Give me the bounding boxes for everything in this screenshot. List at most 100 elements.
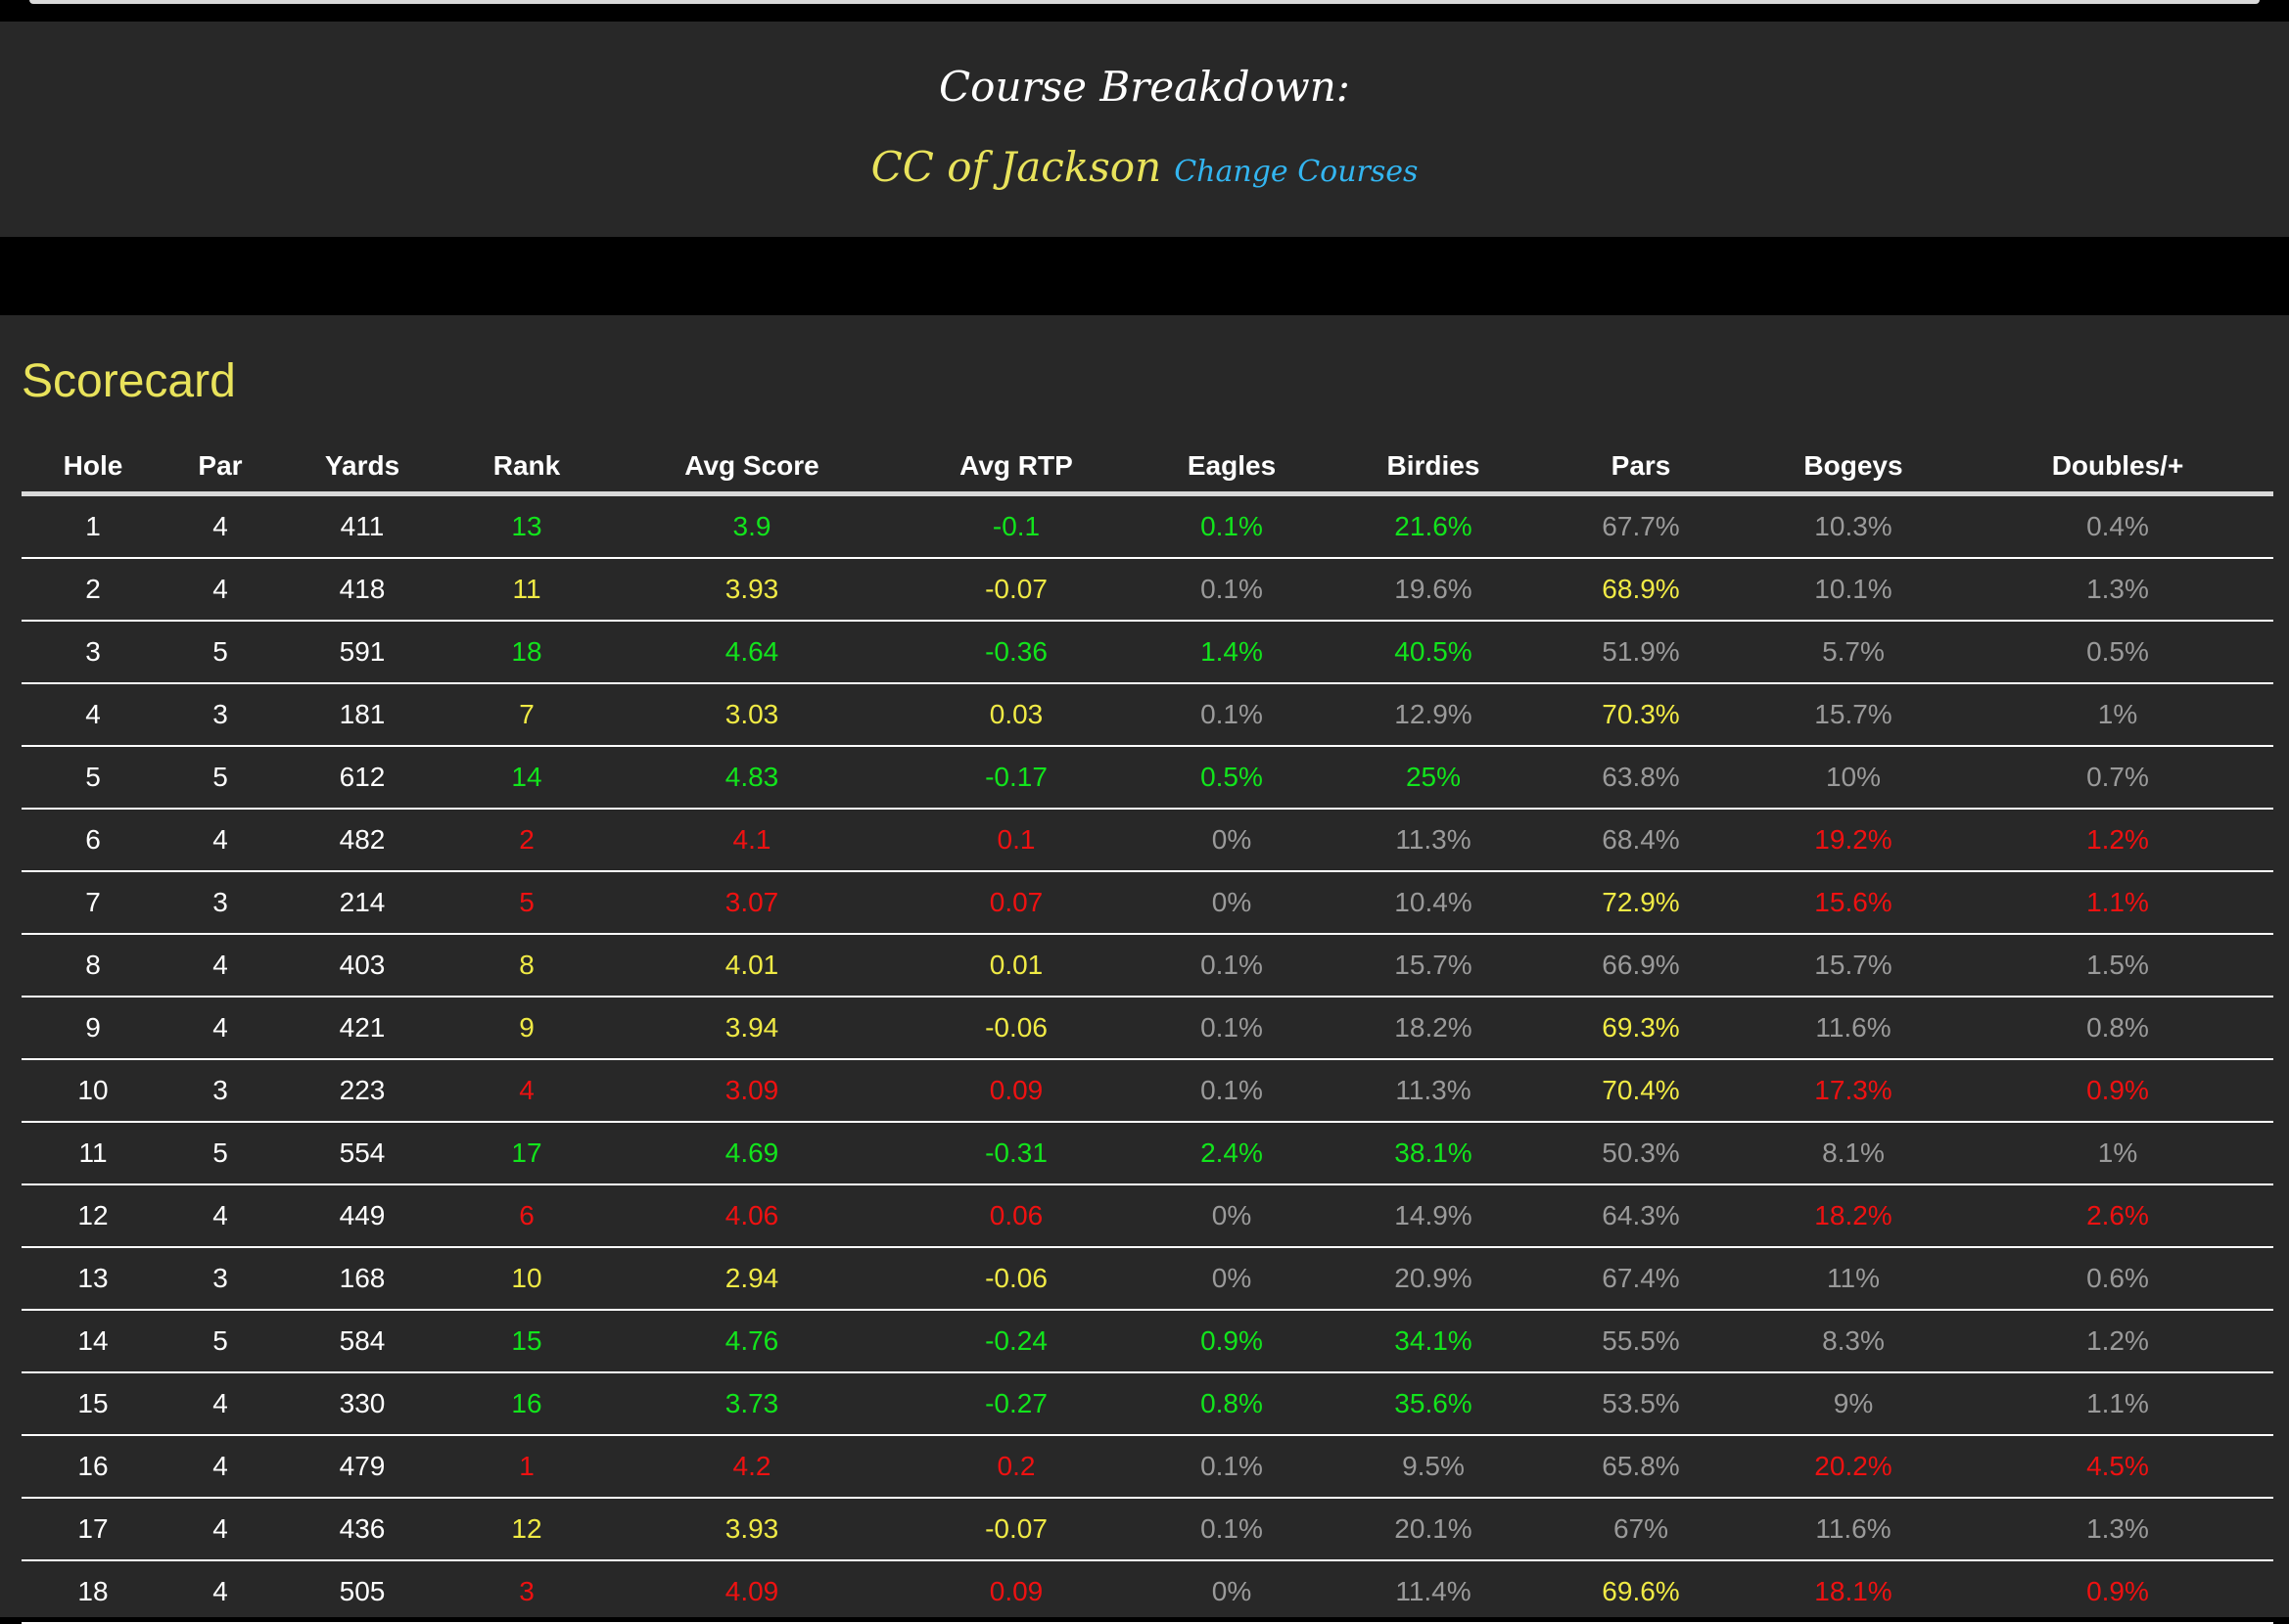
table-cell: 0.1 <box>899 809 1134 872</box>
table-cell: 0.1% <box>1134 997 1330 1060</box>
table-cell: 4 <box>164 1372 276 1436</box>
table-cell: 403 <box>276 934 448 998</box>
table-cell: 19.6% <box>1330 558 1537 622</box>
table-cell: 4 <box>164 558 276 622</box>
table-cell: 4 <box>164 997 276 1060</box>
table-cell: 4.83 <box>605 746 899 810</box>
table-cell: 612 <box>276 746 448 810</box>
table-cell: 3.73 <box>605 1372 899 1436</box>
table-cell: 16 <box>22 1435 164 1499</box>
table-body: 1 4 411 13 3.9 -0.1 0.1% 21.6% 67.7% 10.3% 0.4% 2 4 4… <box>22 493 2273 1624</box>
table-cell: 0.1% <box>1134 493 1330 559</box>
table-cell: 14.9% <box>1330 1184 1537 1248</box>
table-cell: 11.6% <box>1745 997 1962 1060</box>
table-cell: 2 <box>448 809 605 872</box>
table-header-row: Hole Par Yards Rank Avg Score Avg RTP Eagles Bi… <box>22 441 2273 496</box>
table-row: 14 5 584 15 4.76 -0.24 0.9% 34.1% 55.5% 8.3% 1.2% <box>22 1310 2273 1373</box>
table-cell: 4.76 <box>605 1310 899 1373</box>
table-row: 3 5 591 18 4.64 -0.36 1.4% 40.5% 51.9% 5.7% 0.5% <box>22 621 2273 684</box>
scorecard-table: Hole Par Yards Rank Avg Score Avg RTP Eagles Bi… <box>22 441 2273 1624</box>
table-cell: 70.4% <box>1537 1059 1745 1123</box>
table-cell: 0.1% <box>1134 558 1330 622</box>
table-cell: 449 <box>276 1184 448 1248</box>
table-cell: 11 <box>22 1122 164 1185</box>
table-cell: 4 <box>164 493 276 559</box>
table-cell: 20.1% <box>1330 1498 1537 1561</box>
table-cell: 6 <box>22 809 164 872</box>
table-row: 2 4 418 11 3.93 -0.07 0.1% 19.6% 68.9% 10.1% 1.3% <box>22 558 2273 622</box>
table-row: 16 4 479 1 4.2 0.2 0.1% 9.5% 65.8% 20.2% 4.5% <box>22 1435 2273 1499</box>
table-cell: 55.5% <box>1537 1310 1745 1373</box>
table-cell: 16 <box>448 1372 605 1436</box>
table-row: 4 3 181 7 3.03 0.03 0.1% 12.9% 70.3% 15.7% 1% <box>22 683 2273 747</box>
table-cell: 0.1% <box>1134 683 1330 747</box>
table-cell: 8 <box>22 934 164 998</box>
table-cell: 7 <box>448 683 605 747</box>
table-cell: 10 <box>448 1247 605 1311</box>
table-cell: 20.2% <box>1745 1435 1962 1499</box>
table-cell: 5 <box>164 1310 276 1373</box>
table-cell: 0% <box>1134 1560 1330 1624</box>
table-cell: 5.7% <box>1745 621 1962 684</box>
table-cell: 4 <box>164 1560 276 1624</box>
column-header: Hole <box>22 441 164 496</box>
table-cell: 53.5% <box>1537 1372 1745 1436</box>
table-cell: 70.3% <box>1537 683 1745 747</box>
table-cell: 5 <box>22 746 164 810</box>
table-cell: 67% <box>1537 1498 1745 1561</box>
table-cell: 10.3% <box>1745 493 1962 559</box>
table-cell: 69.6% <box>1537 1560 1745 1624</box>
table-cell: 0% <box>1134 871 1330 935</box>
table-cell: -0.07 <box>899 558 1134 622</box>
table-cell: 0% <box>1134 809 1330 872</box>
table-cell: 12 <box>448 1498 605 1561</box>
table-cell: 2.4% <box>1134 1122 1330 1185</box>
table-cell: 20.9% <box>1330 1247 1537 1311</box>
table-cell: 0.9% <box>1962 1560 2273 1624</box>
table-cell: 0% <box>1134 1184 1330 1248</box>
table-cell: -0.17 <box>899 746 1134 810</box>
course-line: CC of Jackson Change Courses <box>0 143 2289 191</box>
table-cell: 51.9% <box>1537 621 1745 684</box>
table-row: 10 3 223 4 3.09 0.09 0.1% 11.3% 70.4% 17.3% 0.9% <box>22 1059 2273 1123</box>
table-cell: 15 <box>22 1372 164 1436</box>
table-row: 12 4 449 6 4.06 0.06 0% 14.9% 64.3% 18.2% 2.6% <box>22 1184 2273 1248</box>
table-cell: 1.4% <box>1134 621 1330 684</box>
table-cell: 3.93 <box>605 1498 899 1561</box>
table-cell: 4 <box>448 1059 605 1123</box>
table-cell: 40.5% <box>1330 621 1537 684</box>
table-cell: 19.2% <box>1745 809 1962 872</box>
table-cell: 72.9% <box>1537 871 1745 935</box>
table-cell: 1.2% <box>1962 1310 2273 1373</box>
table-cell: 12 <box>22 1184 164 1248</box>
table-cell: 1.1% <box>1962 871 2273 935</box>
table-cell: 214 <box>276 871 448 935</box>
table-cell: -0.31 <box>899 1122 1134 1185</box>
table-cell: -0.1 <box>899 493 1134 559</box>
table-cell: 482 <box>276 809 448 872</box>
table-cell: 6 <box>448 1184 605 1248</box>
table-cell: 3 <box>164 1247 276 1311</box>
column-header: Rank <box>448 441 605 496</box>
table-cell: 0.07 <box>899 871 1134 935</box>
table-cell: 1 <box>448 1435 605 1499</box>
table-cell: 4 <box>22 683 164 747</box>
table-cell: 11.3% <box>1330 809 1537 872</box>
scorecard-panel: Scorecard Hole Par Yards Rank Avg Score Avg R… <box>0 315 2289 1624</box>
table-cell: 11.3% <box>1330 1059 1537 1123</box>
table-cell: 3.09 <box>605 1059 899 1123</box>
table-cell: -0.06 <box>899 1247 1134 1311</box>
table-cell: 554 <box>276 1122 448 1185</box>
table-cell: 591 <box>276 621 448 684</box>
column-header: Birdies <box>1330 441 1537 496</box>
table-cell: 11 <box>448 558 605 622</box>
table-cell: 505 <box>276 1560 448 1624</box>
table-cell: 4 <box>164 1498 276 1561</box>
table-cell: 0.06 <box>899 1184 1134 1248</box>
table-cell: 67.7% <box>1537 493 1745 559</box>
change-courses-link[interactable]: Change Courses <box>1174 155 1419 189</box>
table-row: 11 5 554 17 4.69 -0.31 2.4% 38.1% 50.3% 8.1% 1% <box>22 1122 2273 1185</box>
table-cell: 17 <box>22 1498 164 1561</box>
table-cell: 479 <box>276 1435 448 1499</box>
table-cell: 17.3% <box>1745 1059 1962 1123</box>
